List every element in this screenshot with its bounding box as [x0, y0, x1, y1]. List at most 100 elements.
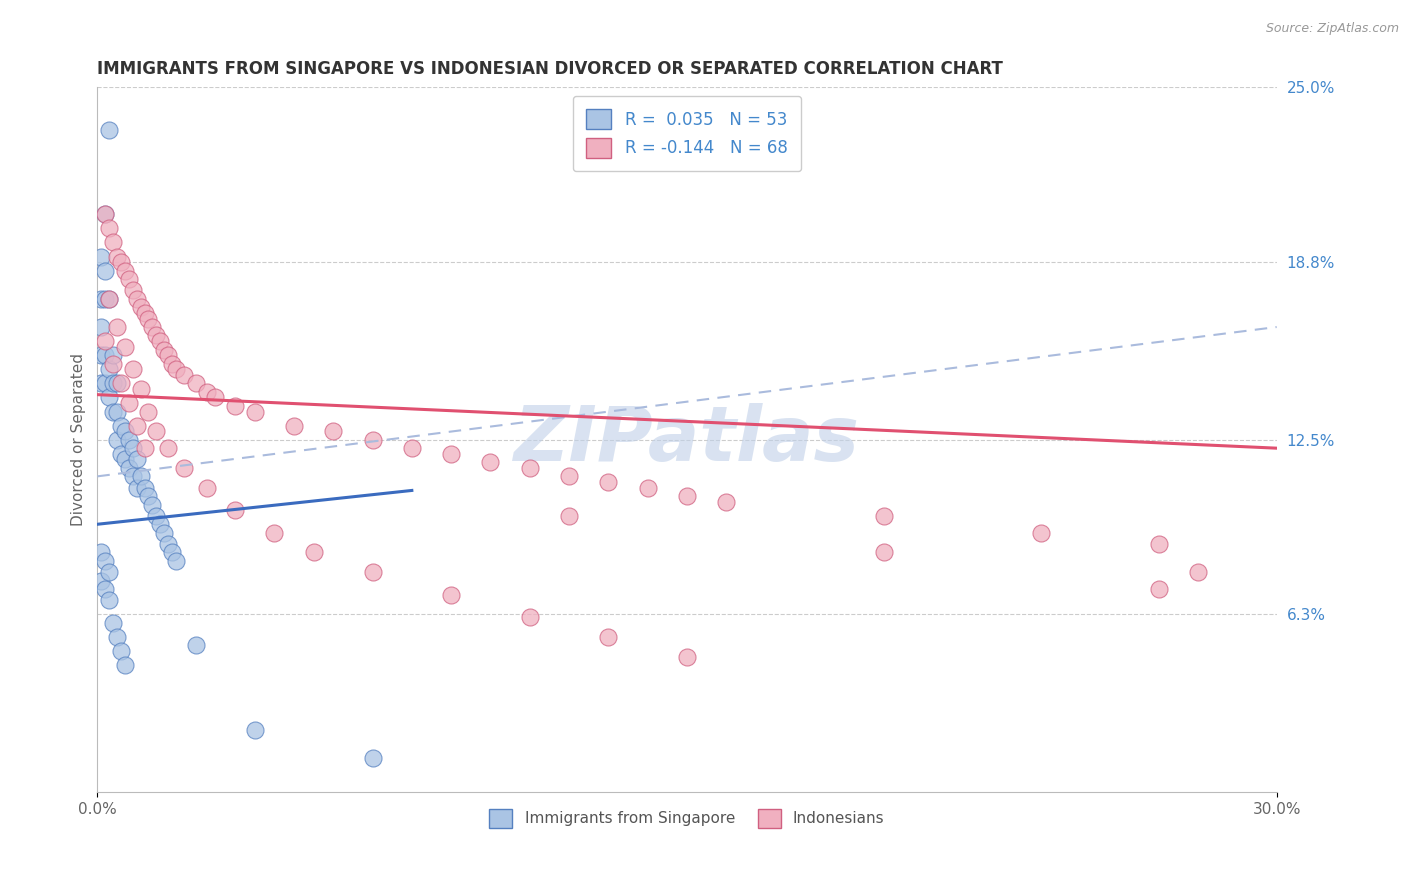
Point	[114, 263, 136, 277]
Point	[197, 384, 219, 399]
Point	[302, 545, 325, 559]
Point	[134, 441, 156, 455]
Point	[101, 404, 124, 418]
Point	[101, 235, 124, 250]
Point	[105, 433, 128, 447]
Point	[121, 441, 143, 455]
Point	[558, 469, 581, 483]
Point	[322, 424, 344, 438]
Point	[125, 481, 148, 495]
Point	[118, 433, 141, 447]
Point	[94, 207, 117, 221]
Point	[125, 292, 148, 306]
Point	[479, 455, 502, 469]
Point	[90, 292, 112, 306]
Point	[118, 272, 141, 286]
Point	[149, 334, 172, 348]
Point	[90, 320, 112, 334]
Point	[145, 424, 167, 438]
Point	[716, 494, 738, 508]
Point	[98, 391, 121, 405]
Point	[263, 525, 285, 540]
Point	[160, 545, 183, 559]
Point	[101, 376, 124, 391]
Point	[94, 292, 117, 306]
Point	[361, 433, 384, 447]
Point	[110, 376, 132, 391]
Point	[872, 508, 894, 523]
Point	[598, 475, 620, 489]
Point	[105, 404, 128, 418]
Point	[90, 545, 112, 559]
Point	[676, 649, 699, 664]
Point	[94, 348, 117, 362]
Point	[519, 461, 541, 475]
Point	[114, 340, 136, 354]
Point	[98, 565, 121, 579]
Point	[105, 630, 128, 644]
Point	[90, 250, 112, 264]
Point	[121, 284, 143, 298]
Point	[94, 263, 117, 277]
Point	[558, 508, 581, 523]
Point	[121, 469, 143, 483]
Point	[94, 207, 117, 221]
Point	[94, 554, 117, 568]
Point	[125, 452, 148, 467]
Point	[157, 348, 180, 362]
Point	[134, 481, 156, 495]
Point	[98, 221, 121, 235]
Point	[110, 418, 132, 433]
Point	[160, 357, 183, 371]
Point	[114, 424, 136, 438]
Point	[129, 469, 152, 483]
Point	[105, 320, 128, 334]
Point	[110, 255, 132, 269]
Point	[101, 615, 124, 630]
Point	[243, 723, 266, 737]
Point	[173, 368, 195, 382]
Point	[101, 348, 124, 362]
Point	[157, 441, 180, 455]
Point	[138, 404, 160, 418]
Point	[440, 588, 463, 602]
Point	[125, 418, 148, 433]
Point	[98, 292, 121, 306]
Point	[98, 593, 121, 607]
Point	[1147, 537, 1170, 551]
Point	[149, 517, 172, 532]
Point	[101, 357, 124, 371]
Point	[637, 481, 659, 495]
Point	[94, 582, 117, 596]
Point	[1029, 525, 1052, 540]
Point	[118, 461, 141, 475]
Point	[243, 404, 266, 418]
Point	[94, 334, 117, 348]
Point	[114, 452, 136, 467]
Point	[90, 574, 112, 588]
Point	[676, 489, 699, 503]
Point	[90, 348, 112, 362]
Point	[110, 644, 132, 658]
Legend: Immigrants from Singapore, Indonesians: Immigrants from Singapore, Indonesians	[484, 803, 891, 834]
Point	[184, 376, 207, 391]
Point	[153, 525, 176, 540]
Point	[118, 396, 141, 410]
Text: Source: ZipAtlas.com: Source: ZipAtlas.com	[1265, 22, 1399, 36]
Point	[165, 554, 187, 568]
Point	[121, 362, 143, 376]
Point	[519, 610, 541, 624]
Point	[145, 328, 167, 343]
Point	[224, 399, 246, 413]
Point	[94, 376, 117, 391]
Point	[361, 565, 384, 579]
Point	[129, 300, 152, 314]
Point	[361, 751, 384, 765]
Point	[401, 441, 423, 455]
Point	[283, 418, 305, 433]
Point	[98, 122, 121, 136]
Point	[98, 362, 121, 376]
Point	[110, 447, 132, 461]
Point	[153, 343, 176, 357]
Point	[141, 498, 163, 512]
